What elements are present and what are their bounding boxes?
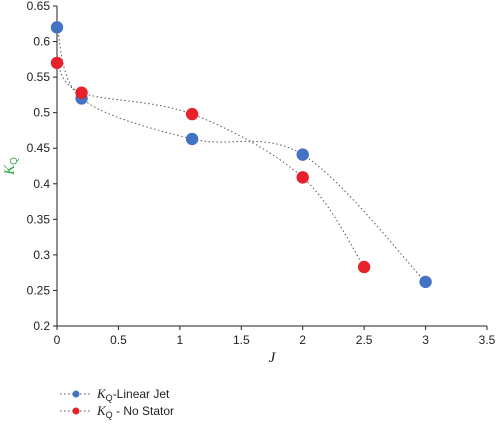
y-tick-label: 0.55 bbox=[27, 70, 51, 84]
legend-item-no-stator: KQ - No Stator bbox=[60, 403, 174, 420]
data-point-no-stator bbox=[357, 260, 371, 274]
data-point-linear-jet bbox=[296, 148, 309, 161]
data-point-no-stator bbox=[50, 56, 64, 70]
x-tick-label: 3.5 bbox=[479, 333, 496, 347]
y-tick-label: 0.2 bbox=[33, 319, 50, 333]
series-lines bbox=[56, 27, 426, 283]
x-tick-label: 0.5 bbox=[110, 333, 127, 347]
legend-k-0: K bbox=[96, 386, 107, 401]
legend: KQ-Linear Jet KQ - No Stator bbox=[60, 386, 174, 420]
data-point-linear-jet bbox=[185, 132, 199, 146]
legend-rest-0: -Linear Jet bbox=[113, 387, 170, 401]
legend-k-sub-0: Q bbox=[106, 393, 113, 403]
x-tick-label: 1.5 bbox=[233, 333, 250, 347]
legend-label-no-stator: KQ - No Stator bbox=[96, 403, 174, 420]
legend-rest-1: - No Stator bbox=[113, 404, 174, 418]
y-tick-label: 0.35 bbox=[27, 212, 51, 226]
x-ticks: 0 0.5 1 1.5 2 2.5 3 3.5 bbox=[54, 326, 496, 347]
y-tick-label: 0.4 bbox=[33, 177, 50, 191]
y-ticks: 0.2 0.25 0.3 0.35 0.4 0.45 0.5 0.55 0.6 0.65 bbox=[27, 0, 57, 333]
legend-marker-linear-jet bbox=[72, 390, 80, 398]
y-tick-label: 0.5 bbox=[33, 106, 50, 120]
legend-k-sub-1: Q bbox=[106, 410, 113, 420]
y-axis-label-main: K bbox=[2, 164, 18, 176]
legend-item-linear-jet: KQ-Linear Jet bbox=[60, 386, 170, 403]
data-point-no-stator bbox=[296, 171, 309, 184]
x-tick-label: 3 bbox=[422, 333, 429, 347]
legend-marker-no-stator bbox=[72, 407, 80, 415]
y-tick-label: 0.65 bbox=[27, 0, 51, 13]
x-tick-label: 2 bbox=[299, 333, 306, 347]
data-point-no-stator bbox=[75, 86, 88, 99]
data-point-no-stator bbox=[185, 107, 199, 121]
x-tick-label: 0 bbox=[54, 333, 61, 347]
y-tick-label: 0.6 bbox=[33, 35, 50, 49]
x-tick-label: 2.5 bbox=[356, 333, 373, 347]
data-point-linear-jet bbox=[50, 21, 64, 34]
series-line-no-stator bbox=[56, 62, 365, 268]
legend-label-linear-jet: KQ-Linear Jet bbox=[96, 386, 170, 403]
y-axis-label-sub: Q bbox=[9, 157, 20, 165]
y-axis-label: KQ bbox=[2, 157, 20, 176]
y-tick-label: 0.3 bbox=[33, 248, 50, 262]
data-point-linear-jet bbox=[419, 275, 432, 289]
y-tick-label: 0.25 bbox=[27, 283, 51, 297]
series-points bbox=[50, 21, 432, 289]
x-axis-label: J bbox=[269, 350, 277, 366]
x-tick-label: 1 bbox=[177, 333, 184, 347]
legend-k-1: K bbox=[96, 403, 107, 418]
series-line-linear-jet bbox=[56, 27, 426, 283]
y-tick-label: 0.45 bbox=[27, 141, 51, 155]
